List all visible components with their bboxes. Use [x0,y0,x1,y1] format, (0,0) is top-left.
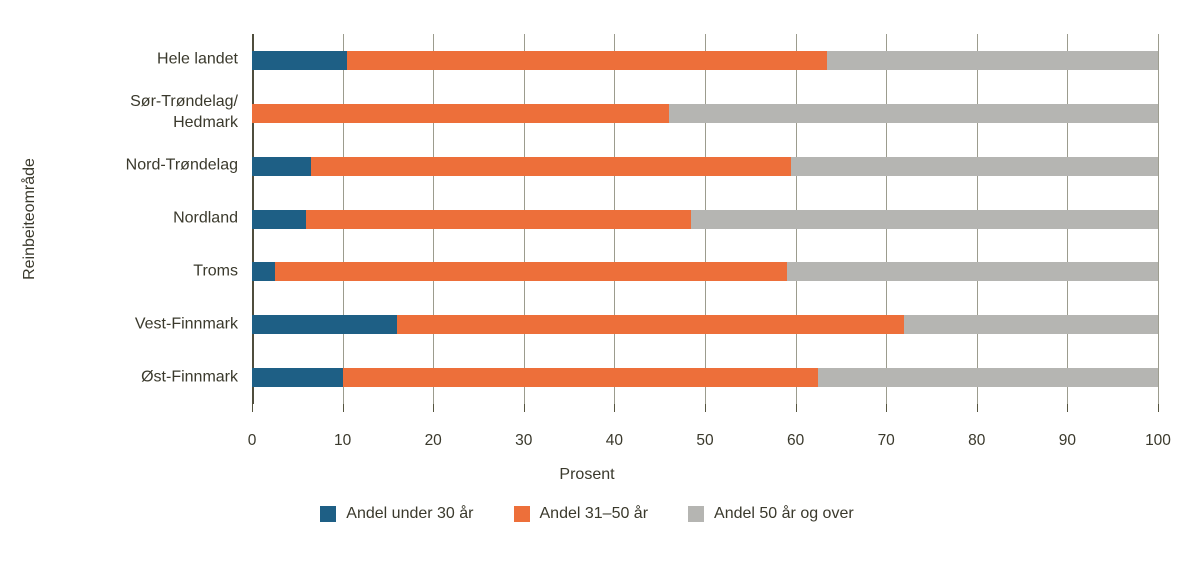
bar-segment [310,156,792,176]
x-tick-label: 60 [786,432,805,449]
x-axis-tick [614,404,616,412]
category-label: Troms [193,262,238,280]
legend-item: Andel under 30 år [320,505,474,523]
legend-swatch [688,506,705,522]
bar-row [252,368,1158,388]
gridline-100 [1158,34,1159,404]
bar-segment [274,262,787,282]
bar-segment [252,315,397,335]
x-tick-label: 100 [1145,432,1171,449]
category-label: Sør-Trøndelag/Hedmark [130,93,238,132]
bar-segment [347,50,828,70]
x-axis-tick [886,404,888,412]
category-label: Øst-Finnmark [141,368,238,386]
x-tick-label: 30 [515,432,533,449]
bar-row [252,103,1158,123]
x-axis-tick [1158,404,1159,412]
legend-label: Andel 50 år og over [714,505,854,522]
y-axis-labels: Hele landet Sør-Trøndelag/Hedmark Nord-Trø… [0,34,238,404]
x-tick-label: 0 [247,432,257,449]
legend-item: Andel 50 år og over [688,505,854,523]
bar-row [252,156,1158,176]
bar-segment [252,262,275,282]
bar-segment [252,156,311,176]
x-axis-tick [1067,404,1069,412]
bar-segment [786,262,1158,282]
x-tick-label: 20 [424,432,442,449]
category-label: Nord-Trøndelag [125,156,238,174]
category-label: Vest-Finnmark [134,315,238,333]
category-label: Nordland [173,209,238,227]
x-tick-label: 10 [333,432,352,449]
bar-row [252,315,1158,335]
bar-row [252,50,1158,70]
x-tick-label: 50 [696,432,714,449]
x-tick-label: 90 [1058,432,1077,449]
bar-row [252,209,1158,229]
bar-segment [691,209,1158,229]
x-tick-label: 80 [968,432,986,449]
legend-label: Andel under 30 år [346,505,474,522]
x-axis-tick [342,404,344,412]
bar-segment [252,103,669,123]
bar-segment [791,156,1158,176]
bar-segment [252,50,348,70]
category-label: Hele landet [157,51,238,69]
legend-label: Andel 31–50 år [539,505,649,522]
x-axis-tick [795,404,797,412]
x-axis-tick [252,404,253,412]
x-axis-tick-labels: 0 10 20 30 40 50 60 70 80 90 100 [248,432,1171,452]
bar-segment [827,50,1158,70]
bar-segment [342,368,819,388]
x-axis-tick [976,404,978,412]
legend-swatch [320,506,337,522]
bar-segment [252,368,343,388]
x-axis-title: Prosent [559,466,615,483]
bar-row [252,262,1158,282]
x-axis-tick [433,404,435,412]
bar-segment [396,315,905,335]
legend-item: Andel 31–50 år [513,505,649,523]
bar-segment [306,209,692,229]
legend-swatch [513,506,530,522]
bar-segment [904,315,1158,335]
bar-segment [818,368,1158,388]
plot-area [252,34,1159,412]
x-axis-tick [523,404,525,412]
x-axis-tick [705,404,706,412]
bar-segment [668,103,1158,123]
legend: Andel under 30 år Andel 31–50 år Andel 50 … [0,505,1174,523]
x-tick-label: 70 [877,432,895,449]
bar-segment [252,209,307,229]
x-tick-label: 40 [605,432,624,449]
